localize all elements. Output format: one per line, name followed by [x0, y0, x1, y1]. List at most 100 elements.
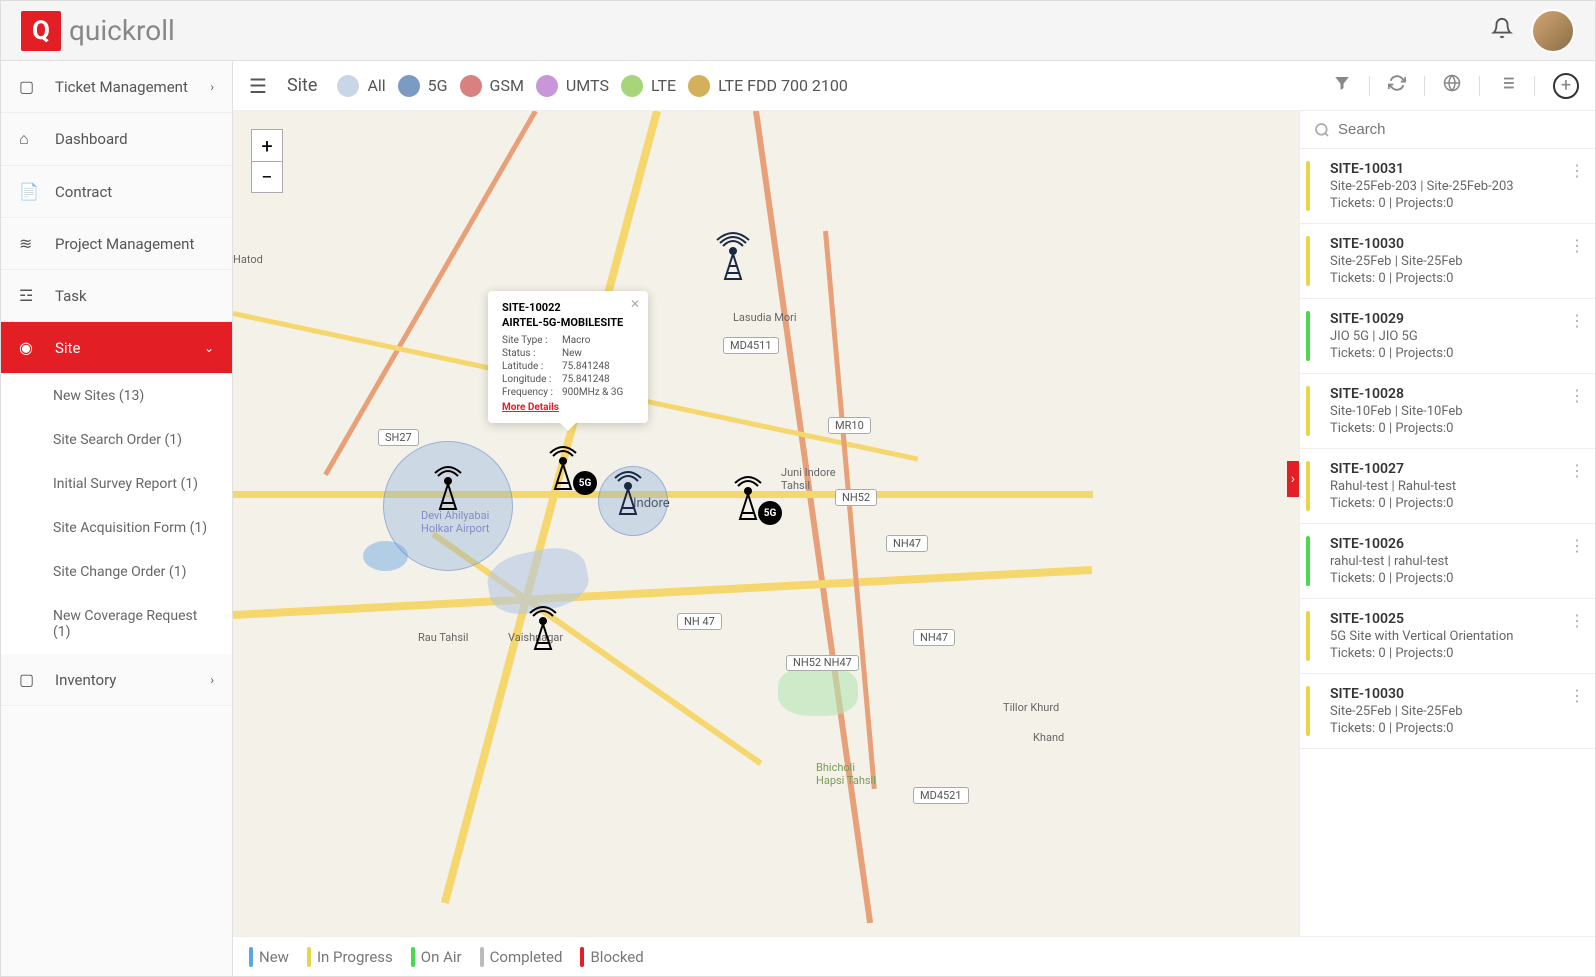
tower-icon[interactable]: 5G — [728, 471, 768, 525]
tower-icon[interactable] — [523, 601, 563, 655]
site-item[interactable]: SITE-10029 JIO 5G | JIO 5G Tickets: 0 | … — [1300, 299, 1595, 374]
popup-key: Longitude : — [502, 374, 562, 385]
sidebar-icon: ⌂ — [19, 129, 41, 149]
status-bar-icon — [1306, 161, 1310, 211]
site-item[interactable]: SITE-10025 5G Site with Vertical Orienta… — [1300, 599, 1595, 674]
sidebar-item[interactable]: ▢Inventory› — [1, 654, 232, 706]
tower-icon[interactable] — [608, 466, 648, 520]
sidebar-label: Project Management — [55, 235, 194, 253]
road-badge: MR10 — [828, 417, 871, 434]
sidebar-item[interactable]: ☲Task — [1, 270, 232, 322]
filter-chip[interactable]: LTE — [621, 75, 676, 97]
filter-chip[interactable]: LTE FDD 700 2100 — [688, 75, 848, 97]
zoom-in-button[interactable]: + — [251, 129, 283, 161]
close-icon[interactable]: ✕ — [630, 297, 640, 311]
site-item[interactable]: SITE-10031 Site-25Feb-203 | Site-25Feb-2… — [1300, 149, 1595, 224]
search-input[interactable] — [1338, 121, 1581, 138]
sidebar-label: Contract — [55, 183, 112, 201]
sidebar-label: Task — [55, 287, 87, 305]
site-item[interactable]: SITE-10028 Site-10Feb | Site-10Feb Ticke… — [1300, 374, 1595, 449]
map[interactable]: Hatod Lasudia Mori Indore Juni Indore Ta… — [233, 111, 1299, 936]
filter-label: 5G — [428, 76, 448, 95]
sidebar-icon: ≋ — [19, 234, 41, 253]
site-item[interactable]: SITE-10026 rahul-test | rahul-test Ticke… — [1300, 524, 1595, 599]
site-meta: Tickets: 0 | Projects:0 — [1330, 196, 1581, 211]
sidebar-icon: ◉ — [19, 338, 41, 357]
popup-key: Frequency : — [502, 387, 562, 398]
sidebar-icon: ▢ — [19, 670, 41, 689]
tower-icon[interactable]: 5G — [543, 441, 583, 495]
filter-chip[interactable]: 5G — [398, 75, 448, 97]
site-meta: Tickets: 0 | Projects:0 — [1330, 571, 1581, 586]
more-icon[interactable]: ⋮ — [1569, 386, 1585, 405]
site-item[interactable]: SITE-10030 Site-25Feb | Site-25Feb Ticke… — [1300, 674, 1595, 749]
filter-label: UMTS — [566, 76, 609, 95]
road-badge: NH52 NH47 — [786, 655, 859, 671]
legend-bar-icon — [307, 947, 311, 967]
popup-value: New — [562, 348, 582, 359]
more-icon[interactable]: ⋮ — [1569, 311, 1585, 330]
avatar[interactable] — [1531, 9, 1575, 53]
sidebar-subitem[interactable]: Site Change Order (1) — [1, 550, 232, 594]
legend-bar-icon — [249, 947, 253, 967]
sidebar-item[interactable]: 📄 Contract — [1, 166, 232, 218]
sidebar-label: Ticket Management — [55, 78, 188, 96]
road-badge: NH52 — [835, 489, 877, 506]
site-id: SITE-10030 — [1330, 236, 1581, 252]
sidebar-icon: 📄 — [19, 182, 41, 201]
more-icon[interactable]: ⋮ — [1569, 161, 1585, 180]
more-icon[interactable]: ⋮ — [1569, 536, 1585, 555]
map-label: Rau Tahsil — [418, 631, 468, 644]
tower-icon[interactable] — [428, 461, 468, 515]
more-icon[interactable]: ⋮ — [1569, 611, 1585, 630]
refresh-icon[interactable] — [1388, 74, 1406, 97]
tower-icon[interactable] — [713, 231, 753, 285]
status-bar-icon — [1306, 236, 1310, 286]
chevron-down-icon: ⌄ — [204, 341, 214, 355]
site-desc: Site-10Feb | Site-10Feb — [1330, 404, 1581, 419]
popup-value: Macro — [562, 335, 590, 346]
more-icon[interactable]: ⋮ — [1569, 461, 1585, 480]
popup-key: Status : — [502, 348, 562, 359]
filter-chip[interactable]: UMTS — [536, 75, 609, 97]
site-item[interactable]: SITE-10027 Rahul-test | Rahul-test Ticke… — [1300, 449, 1595, 524]
site-id: SITE-10031 — [1330, 161, 1581, 177]
filter-label: LTE FDD 700 2100 — [718, 76, 848, 95]
bell-icon[interactable] — [1491, 17, 1513, 45]
popup-key: Site Type : — [502, 335, 562, 346]
list-icon[interactable] — [1498, 74, 1516, 97]
site-meta: Tickets: 0 | Projects:0 — [1330, 271, 1581, 286]
sidebar-subitem[interactable]: New Sites (13) — [1, 374, 232, 418]
map-label: Bhicholi Hapsi Tahsil — [816, 761, 876, 787]
sidebar-subitem[interactable]: Initial Survey Report (1) — [1, 462, 232, 506]
sidebar-subitem[interactable]: Site Acquisition Form (1) — [1, 506, 232, 550]
sidebar-subitem[interactable]: Site Search Order (1) — [1, 418, 232, 462]
sidebar-item[interactable]: ≋ Project Management — [1, 218, 232, 270]
filter-chip[interactable]: GSM — [460, 75, 524, 97]
site-item[interactable]: SITE-10030 Site-25Feb | Site-25Feb Ticke… — [1300, 224, 1595, 299]
road-badge: NH47 — [913, 629, 955, 646]
more-icon[interactable]: ⋮ — [1569, 686, 1585, 705]
zoom-out-button[interactable]: − — [251, 161, 283, 193]
popup-value: 900MHz & 3G — [562, 387, 623, 398]
legend-item: New — [249, 947, 289, 967]
site-desc: Site-25Feb-203 | Site-25Feb-203 — [1330, 179, 1581, 194]
more-icon[interactable]: ⋮ — [1569, 236, 1585, 255]
logo-icon: Q — [21, 11, 61, 51]
search-icon — [1314, 122, 1330, 138]
more-details-link[interactable]: More Details — [502, 402, 634, 413]
globe-icon[interactable] — [1443, 74, 1461, 97]
sidebar-item[interactable]: ⌂Dashboard — [1, 113, 232, 166]
panel-toggle[interactable]: › — [1287, 461, 1299, 497]
sidebar-item[interactable]: ▢Ticket Management› — [1, 61, 232, 113]
sidebar-subitem[interactable]: New Coverage Request (1) — [1, 594, 232, 654]
sidebar-item[interactable]: ◉Site⌄ — [1, 322, 232, 374]
hamburger-icon[interactable]: ☰ — [249, 74, 267, 98]
side-panel: SITE-10031 Site-25Feb-203 | Site-25Feb-2… — [1299, 111, 1595, 936]
filter-dot-icon — [536, 75, 558, 97]
status-bar-icon — [1306, 611, 1310, 661]
filter-icon[interactable] — [1333, 74, 1351, 97]
add-button[interactable]: + — [1553, 73, 1579, 99]
filter-chip[interactable]: All — [337, 75, 385, 97]
header: Q quickroll — [1, 1, 1595, 61]
